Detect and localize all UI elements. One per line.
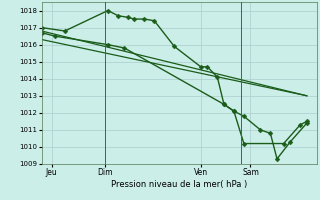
X-axis label: Pression niveau de la mer( hPa ): Pression niveau de la mer( hPa ) xyxy=(111,180,247,189)
